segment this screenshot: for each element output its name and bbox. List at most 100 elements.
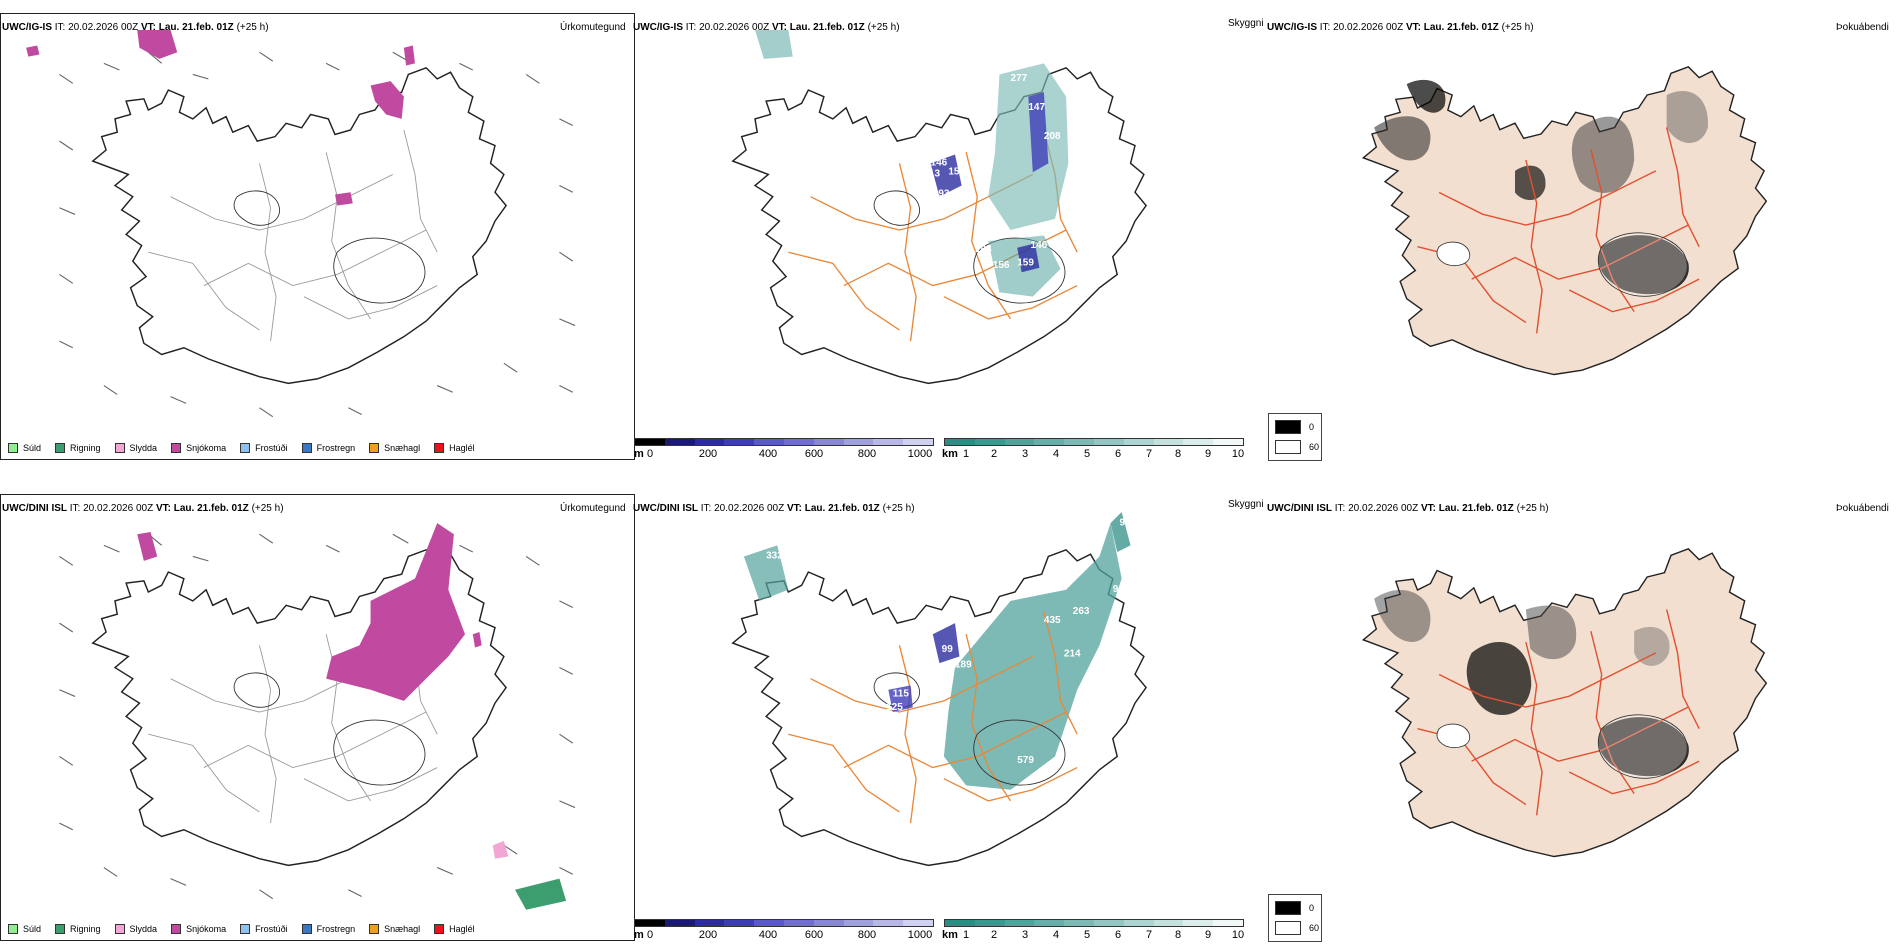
tick-label: 2 xyxy=(990,448,998,460)
fog-area xyxy=(1374,116,1431,161)
tick-label: 800 xyxy=(857,929,877,941)
panel-title-fog: Þokuábendi xyxy=(1836,22,1889,33)
tick-label: 7 xyxy=(1145,929,1153,941)
it-value: 20.02.2026 00Z xyxy=(68,22,139,33)
visibility-colorbar xyxy=(944,919,1244,927)
low-ceiling-area xyxy=(888,685,913,712)
legend-freezing-rain: Frostregn xyxy=(301,924,355,934)
vt-value: Lau. 21.feb. 01Z xyxy=(789,22,865,33)
it-value: 20.02.2026 00Z xyxy=(83,503,154,514)
glacier xyxy=(1436,241,1471,267)
colorbar-step xyxy=(945,920,975,926)
fog-area xyxy=(1515,165,1546,201)
vt-value: Lau. 21.feb. 01Z xyxy=(1438,503,1514,514)
snow-area xyxy=(326,523,465,701)
fog-legend: 0 60 xyxy=(1268,894,1322,942)
ceiling-labels: 332 95 958 945 435 263 214 99 189 115 12… xyxy=(766,517,1136,766)
lead-time: (+25 h) xyxy=(236,22,269,33)
legend-label: Frostúði xyxy=(255,443,288,453)
colorbar-step xyxy=(813,439,844,445)
legend-label: Slydda xyxy=(129,443,158,453)
tick-label: 600 xyxy=(804,929,824,941)
ceiling-unit: m xyxy=(634,448,644,460)
colorbar-step xyxy=(1004,439,1035,445)
fog-area xyxy=(1374,589,1431,642)
legend-sleet: Slydda xyxy=(114,924,157,934)
precip-legend: Súld Rigning Slydda Snjókoma Frostúði Fr… xyxy=(8,924,489,934)
colorbar-step xyxy=(694,439,725,445)
colorbar-step xyxy=(1213,439,1243,445)
colorbar-step xyxy=(813,920,844,926)
tick-label: 1000 xyxy=(907,448,933,460)
tick-label: 600 xyxy=(804,448,824,460)
visibility-ticks: 1 2 3 4 5 6 7 8 9 10 xyxy=(944,448,1244,462)
vt-label: VT: xyxy=(155,503,171,514)
panel-title-fog: Þokuábendi xyxy=(1836,503,1889,514)
snow-area xyxy=(472,632,482,648)
snow-area xyxy=(137,532,158,561)
map-label: 146 xyxy=(931,158,948,169)
map-label: 214 xyxy=(1064,648,1081,659)
lead-time: (+25 h) xyxy=(867,22,900,33)
colorbar-step xyxy=(635,920,665,926)
panel-title-visibility: Skyggni xyxy=(1228,499,1264,510)
legend-swatch xyxy=(114,924,125,934)
colorbar-step xyxy=(873,920,904,926)
legend-swatch xyxy=(1275,440,1301,454)
legend-label: 0 xyxy=(1309,422,1315,432)
tick-label: 0 xyxy=(646,448,654,460)
it-label: IT: xyxy=(700,503,712,514)
colorbar-step xyxy=(1213,920,1243,926)
panel-header: UWC/IG-IS IT: 20.02.2026 00Z VT: Lau. 21… xyxy=(2,22,269,34)
legend-drizzle: Súld xyxy=(8,443,41,453)
fog-area xyxy=(1634,626,1670,666)
tick-label: 400 xyxy=(758,448,778,460)
panel-header: UWC/DINI ISL IT: 20.02.2026 00Z VT: Lau.… xyxy=(633,503,915,515)
legend-swatch xyxy=(240,443,251,453)
legend-label: Haglél xyxy=(449,924,475,934)
legend-label: Frostúði xyxy=(255,924,288,934)
vt-label: VT: xyxy=(1405,22,1421,33)
model-name: UWC/DINI ISL xyxy=(633,503,698,514)
colorbar-step xyxy=(724,439,755,445)
legend-label: Rigning xyxy=(70,924,101,934)
legend-swatch xyxy=(301,443,312,453)
map-label: 945 xyxy=(1113,584,1130,595)
iceland-coast xyxy=(92,67,507,385)
fog-map xyxy=(1362,66,1768,376)
legend-swatch xyxy=(301,924,312,934)
legend-freezing-drizzle: Frostúði xyxy=(240,924,288,934)
map-label: 194 xyxy=(975,244,992,255)
colorbar-step xyxy=(1123,439,1154,445)
legend-swatch xyxy=(8,924,18,934)
map-label: 95 xyxy=(784,122,796,133)
fog-legend-item: 60 xyxy=(1275,921,1319,935)
tick-label: 400 xyxy=(758,929,778,941)
panel-header: UWC/IG-IS IT: 20.02.2026 00Z VT: Lau. 21… xyxy=(633,22,900,34)
model-name: UWC/DINI ISL xyxy=(2,503,67,514)
visibility-map: 263 277 147 208 146 156 193 194 146 159 … xyxy=(732,30,1147,385)
ceiling-ticks: 0 200 400 600 800 1000 xyxy=(634,448,934,462)
legend-swatch xyxy=(1275,901,1301,915)
legend-label: Snæhagl xyxy=(384,924,421,934)
legend-label: Snjókoma xyxy=(186,924,227,934)
low-visibility-area xyxy=(755,30,793,59)
map-label: 435 xyxy=(1044,615,1061,626)
lead-time: (+25 h) xyxy=(251,503,284,514)
legend-snow-pellets: Snæhagl xyxy=(369,924,420,934)
tick-label: 3 xyxy=(1021,448,1029,460)
colorbar-step xyxy=(974,920,1005,926)
legend-swatch xyxy=(55,924,66,934)
map-label: 146 xyxy=(1031,240,1048,251)
tick-label: 1000 xyxy=(907,929,933,941)
tick-label: 3 xyxy=(1021,929,1029,941)
fog-area xyxy=(1525,605,1577,660)
legend-swatch xyxy=(1275,921,1301,935)
tick-label: 4 xyxy=(1052,448,1060,460)
legend-label: Snjókoma xyxy=(186,443,227,453)
colorbar-step xyxy=(903,439,933,445)
tick-label: 8 xyxy=(1174,929,1182,941)
legend-swatch xyxy=(1275,420,1301,434)
legend-label: 0 xyxy=(1309,903,1315,913)
low-ceiling-area xyxy=(1028,92,1049,173)
